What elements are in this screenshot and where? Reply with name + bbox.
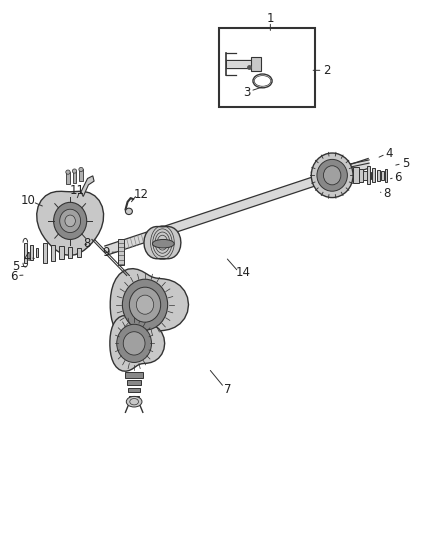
Bar [226,60,251,68]
Ellipse shape [60,209,81,232]
Bar [59,246,64,259]
Ellipse shape [317,159,347,191]
Ellipse shape [126,397,142,407]
Text: 3: 3 [244,86,251,99]
Ellipse shape [311,153,353,198]
Bar [73,171,76,183]
Text: 7: 7 [224,383,231,396]
Bar [68,247,72,258]
Ellipse shape [323,166,341,185]
Bar [129,395,139,399]
Text: 1: 1 [267,12,274,25]
Text: 10: 10 [21,194,36,207]
Polygon shape [110,316,165,372]
Ellipse shape [129,287,161,322]
Bar [368,172,371,179]
Bar [66,172,70,184]
Text: 6: 6 [10,270,18,282]
Bar [359,169,364,182]
Bar [377,170,380,181]
Bar [381,171,384,180]
Ellipse shape [125,208,132,215]
Text: 8: 8 [83,237,90,250]
Bar [118,239,124,265]
Ellipse shape [79,167,83,172]
Bar [36,248,39,257]
Bar [43,243,47,263]
Text: 11: 11 [69,184,84,197]
Text: 5: 5 [403,157,410,170]
Polygon shape [144,227,181,259]
Ellipse shape [117,324,152,362]
Bar [128,388,140,392]
Bar [77,248,81,257]
Bar [24,243,27,263]
Ellipse shape [136,295,154,314]
Polygon shape [81,176,94,197]
Text: 8: 8 [383,187,391,200]
Bar [127,380,141,385]
Polygon shape [105,158,370,255]
Bar [79,169,83,181]
Text: 2: 2 [323,64,331,77]
Ellipse shape [53,203,87,239]
Text: 4: 4 [386,147,393,159]
Ellipse shape [66,170,70,174]
Polygon shape [37,191,104,255]
Ellipse shape [122,279,168,330]
Bar [372,168,375,182]
Bar [251,56,261,71]
Ellipse shape [123,332,145,355]
Bar [353,167,359,183]
Bar [385,169,388,182]
Text: 12: 12 [134,188,149,201]
Text: 14: 14 [236,266,251,279]
Text: 4: 4 [23,251,30,264]
Bar [51,245,55,261]
Ellipse shape [65,215,75,227]
Bar [219,28,315,108]
Bar [30,245,33,260]
Text: 9: 9 [102,246,110,259]
Ellipse shape [72,169,77,173]
Text: 6: 6 [395,171,402,184]
Bar [125,372,143,378]
Ellipse shape [152,239,174,248]
Bar [364,171,368,180]
Text: 5: 5 [12,260,19,273]
Bar [367,166,371,184]
Polygon shape [110,269,188,341]
